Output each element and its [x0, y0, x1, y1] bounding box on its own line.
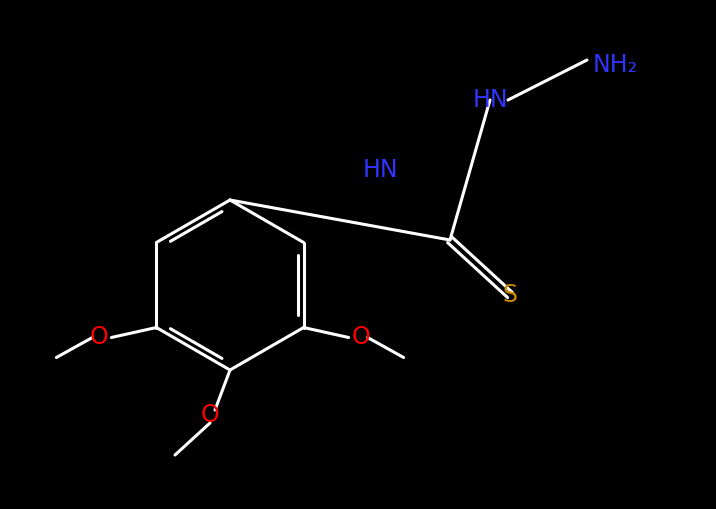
Text: O: O	[352, 325, 370, 350]
Text: O: O	[200, 403, 219, 427]
Text: O: O	[90, 325, 109, 350]
Text: HN: HN	[362, 158, 398, 182]
Text: HN: HN	[472, 88, 508, 112]
Text: S: S	[503, 283, 518, 307]
Text: NH₂: NH₂	[592, 53, 637, 77]
